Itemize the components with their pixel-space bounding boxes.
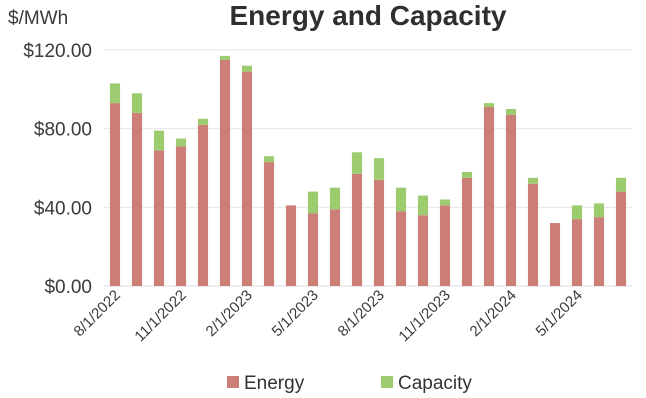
x-tick-label: 8/1/2023 bbox=[335, 287, 388, 340]
capacity-bar bbox=[131, 93, 143, 113]
energy-bar bbox=[439, 205, 451, 286]
legend-label-capacity: Capacity bbox=[398, 373, 472, 394]
capacity-bar bbox=[351, 152, 363, 174]
energy-bar bbox=[153, 150, 165, 286]
energy-bar bbox=[109, 103, 121, 286]
legend-swatch-capacity bbox=[381, 376, 393, 388]
capacity-bar bbox=[241, 65, 253, 72]
y-tick-label: $0.00 bbox=[44, 277, 92, 298]
x-tick-label: 5/1/2024 bbox=[533, 287, 586, 340]
legend-label-energy: Energy bbox=[244, 373, 305, 394]
capacity-bar bbox=[109, 83, 121, 104]
capacity-bar bbox=[417, 195, 429, 216]
x-tick-label: 2/1/2024 bbox=[467, 287, 520, 340]
capacity-bar bbox=[615, 177, 627, 192]
x-tick-label: 5/1/2023 bbox=[269, 287, 322, 340]
energy-bar bbox=[351, 173, 363, 286]
x-tick-label: 11/1/2022 bbox=[131, 287, 189, 345]
x-tick-label: 2/1/2023 bbox=[203, 287, 256, 340]
energy-bar bbox=[461, 177, 473, 286]
energy-bar bbox=[395, 211, 407, 286]
capacity-bar bbox=[483, 103, 495, 108]
energy-bar bbox=[615, 191, 627, 286]
energy-bar bbox=[593, 217, 605, 286]
energy-bar bbox=[307, 213, 319, 286]
capacity-bar bbox=[263, 156, 275, 163]
capacity-bar bbox=[197, 118, 209, 125]
energy-bar bbox=[175, 146, 187, 286]
y-ticks-layer: $0.00 $40.00 $80.00 $120.00 bbox=[23, 41, 92, 298]
energy-bar bbox=[131, 112, 143, 286]
capacity-bar bbox=[461, 171, 473, 178]
y-axis-label: $/MWh bbox=[8, 8, 68, 29]
y-tick-label: $120.00 bbox=[23, 41, 92, 62]
energy-bar bbox=[483, 107, 495, 287]
energy-bar bbox=[219, 59, 231, 287]
legend-swatch-energy bbox=[227, 376, 239, 388]
capacity-bar bbox=[571, 205, 583, 220]
capacity-bar bbox=[329, 187, 341, 210]
grid-layer bbox=[104, 49, 632, 287]
y-tick-label: $40.00 bbox=[34, 198, 92, 219]
capacity-bar bbox=[527, 177, 539, 184]
x-ticks-layer: 8/1/2022 11/1/2022 2/1/2023 5/1/2023 8/1/202… bbox=[71, 287, 586, 345]
energy-bar bbox=[329, 209, 341, 286]
capacity-bar bbox=[395, 187, 407, 212]
energy-bar bbox=[417, 215, 429, 286]
capacity-bar bbox=[153, 130, 165, 151]
chart-title: Energy and Capacity bbox=[230, 0, 507, 31]
bars-layer bbox=[109, 55, 627, 287]
energy-bar bbox=[241, 71, 253, 286]
energy-bar bbox=[197, 124, 209, 286]
energy-bar bbox=[373, 179, 385, 286]
y-tick-label: $80.00 bbox=[34, 120, 92, 141]
energy-bar bbox=[263, 162, 275, 286]
capacity-bar bbox=[505, 109, 517, 115]
capacity-bar bbox=[175, 138, 187, 147]
capacity-bar bbox=[219, 55, 231, 60]
energy-bar bbox=[505, 114, 517, 287]
x-tick-label: 11/1/2023 bbox=[395, 287, 453, 345]
capacity-bar bbox=[439, 199, 451, 206]
energy-bar bbox=[527, 183, 539, 286]
energy-bar bbox=[549, 223, 561, 286]
energy-bar bbox=[571, 219, 583, 286]
capacity-bar bbox=[593, 203, 605, 218]
capacity-bar bbox=[307, 191, 319, 214]
legend: Energy Capacity bbox=[227, 373, 472, 394]
capacity-bar bbox=[373, 158, 385, 180]
energy-bar bbox=[285, 205, 297, 286]
